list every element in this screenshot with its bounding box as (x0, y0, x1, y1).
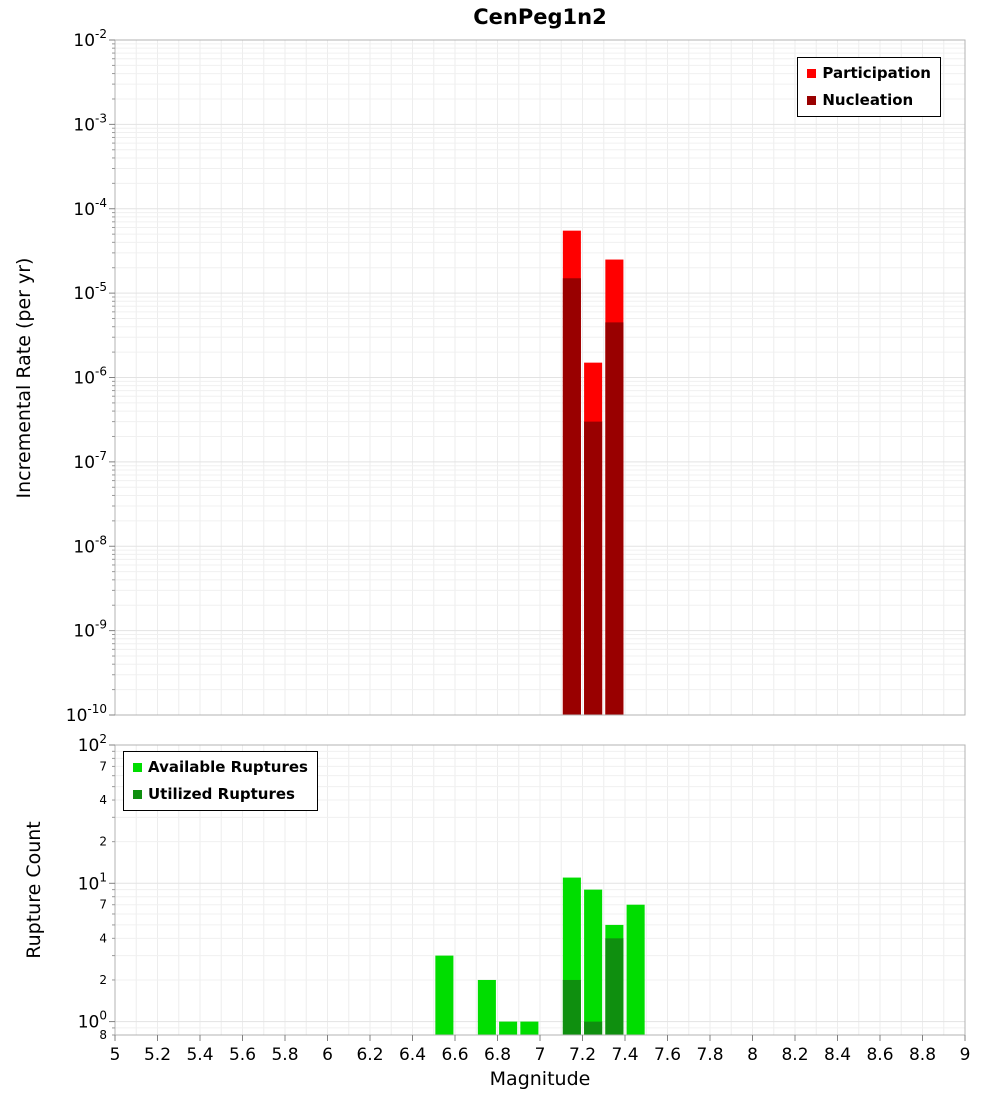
bar (477, 979, 496, 1035)
y-tick-label: 10-5 (73, 280, 107, 304)
bar (605, 322, 624, 715)
x-tick-label: 5.6 (229, 1045, 256, 1065)
legend-item-participation: Participation (807, 60, 931, 87)
x-tick-label: 6.2 (356, 1045, 383, 1065)
bar (605, 938, 624, 1035)
legend-label-utilized-ruptures: Utilized Ruptures (148, 785, 295, 803)
bar (626, 904, 645, 1035)
x-axis-label: Magnitude (489, 1068, 591, 1090)
y-minor-tick-label: 4 (99, 931, 107, 945)
available-ruptures-swatch-icon (133, 763, 142, 772)
legend-label-available-ruptures: Available Ruptures (148, 758, 308, 776)
y-minor-tick-label: 2 (99, 835, 107, 849)
y-minor-tick-label: 8 (99, 1028, 107, 1042)
x-tick-label: 7.6 (654, 1045, 681, 1065)
x-tick-label: 6 (322, 1045, 333, 1065)
legend-label-participation: Participation (822, 64, 931, 82)
y-minor-tick-label: 7 (99, 898, 107, 912)
x-tick-label: 5.4 (186, 1045, 213, 1065)
y-tick-label: 10-2 (73, 27, 107, 51)
y-minor-tick-label: 7 (99, 759, 107, 773)
y-axis-label-count: Rupture Count (23, 821, 45, 959)
y-tick-label: 10-8 (73, 533, 107, 557)
y-tick-label: 10-3 (73, 111, 107, 135)
y-tick-label: 100 (78, 1009, 107, 1033)
y-tick-label: 10-9 (73, 618, 107, 642)
legend-label-nucleation: Nucleation (822, 91, 914, 109)
x-tick-label: 7 (535, 1045, 546, 1065)
bar (584, 889, 603, 1035)
x-tick-label: 9 (960, 1045, 971, 1065)
nucleation-swatch-icon (807, 96, 817, 105)
bar (499, 1021, 518, 1035)
y-minor-tick-label: 4 (99, 793, 107, 807)
chart-title: CenPeg1n2 (473, 5, 607, 29)
x-tick-label: 6.6 (441, 1045, 468, 1065)
y-tick-label: 101 (78, 870, 107, 894)
bar (435, 955, 454, 1035)
legend-item-available-ruptures: Available Ruptures (133, 754, 308, 781)
x-tick-label: 6.8 (484, 1045, 511, 1065)
legend-count: Available Ruptures Utilized Ruptures (123, 751, 318, 811)
x-tick-label: 8 (747, 1045, 758, 1065)
x-tick-label: 7.4 (611, 1045, 638, 1065)
x-tick-label: 6.4 (399, 1045, 426, 1065)
utilized-ruptures-swatch-icon (133, 790, 142, 799)
panel-incremental-rate: 10-2 10-3 10-4 10-5 10-6 10-7 10-8 10-9 10-10 (66, 27, 966, 726)
bar (584, 1021, 603, 1035)
x-tick-label: 7.8 (696, 1045, 723, 1065)
x-tick-label: 7.2 (569, 1045, 596, 1065)
legend-item-nucleation: Nucleation (807, 87, 931, 114)
y-tick-label: 10-6 (73, 365, 107, 389)
bar (520, 1021, 539, 1035)
bar (562, 979, 581, 1035)
x-tick-label: 5.2 (144, 1045, 171, 1065)
y-tick-label: 10-4 (73, 196, 107, 220)
x-tick-label: 5 (110, 1045, 121, 1065)
y-tick-label: 10-7 (73, 449, 107, 473)
x-tick-label: 8.4 (824, 1045, 851, 1065)
y-tick-label: 102 (78, 732, 107, 756)
bar (584, 421, 603, 715)
legend-item-utilized-ruptures: Utilized Ruptures (133, 781, 308, 808)
x-tick-label: 8.8 (909, 1045, 936, 1065)
series-nucleation (562, 278, 624, 715)
y-minor-tick-label: 2 (99, 973, 107, 987)
legend-rate: Participation Nucleation (797, 57, 941, 117)
x-tick-label: 8.6 (866, 1045, 893, 1065)
participation-swatch-icon (807, 69, 817, 78)
y-tick-label: 10-10 (66, 702, 107, 726)
x-tick-label: 5.8 (271, 1045, 298, 1065)
y-axis-label-rate: Incremental Rate (per yr) (13, 257, 35, 499)
bar (562, 278, 581, 715)
series-utilized-ruptures (562, 938, 624, 1035)
x-tick-label: 8.2 (781, 1045, 808, 1065)
